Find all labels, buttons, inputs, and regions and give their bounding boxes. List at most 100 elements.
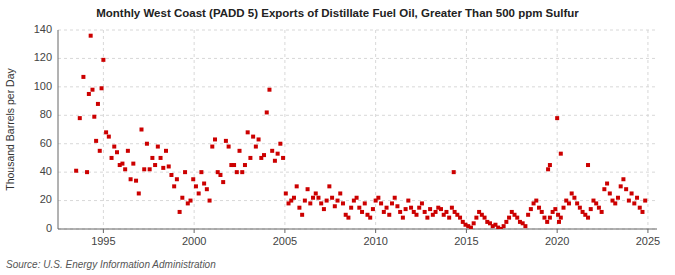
point [572, 196, 576, 200]
point [368, 216, 372, 220]
point [567, 201, 571, 205]
point [240, 170, 244, 174]
point [87, 92, 91, 96]
point [546, 167, 550, 171]
point [390, 201, 394, 205]
point [189, 199, 193, 203]
point [439, 207, 443, 211]
point [371, 207, 375, 211]
point [164, 149, 168, 153]
point [243, 163, 247, 167]
point [270, 149, 274, 153]
point [85, 170, 89, 174]
point [385, 206, 389, 210]
point [355, 196, 359, 200]
point [630, 191, 634, 195]
point [297, 206, 301, 210]
point [336, 199, 340, 203]
point [248, 156, 252, 160]
point [398, 210, 402, 214]
point [306, 187, 310, 191]
point [425, 216, 429, 220]
x-tick-label: 2025 [636, 235, 660, 247]
y-axis-label: Thousand Barrels per Day [4, 67, 16, 190]
point [376, 196, 380, 200]
point [167, 164, 171, 168]
point [540, 210, 544, 214]
point [613, 201, 617, 205]
point [616, 196, 620, 200]
point [526, 213, 530, 217]
point [134, 179, 138, 183]
point [414, 213, 418, 217]
point [534, 199, 538, 203]
point [447, 216, 451, 220]
point [559, 152, 563, 156]
point [308, 201, 312, 205]
x-tick [647, 229, 648, 233]
point [379, 201, 383, 205]
point [586, 216, 590, 220]
point [545, 220, 549, 224]
point [428, 207, 432, 211]
point [553, 207, 557, 211]
point [104, 130, 108, 134]
x-tick [284, 229, 285, 233]
point [338, 191, 342, 195]
point [600, 210, 604, 214]
point [101, 58, 105, 62]
point [404, 207, 408, 211]
point [137, 191, 141, 195]
point [621, 177, 625, 181]
point [643, 199, 647, 203]
point [159, 156, 163, 160]
point [602, 187, 606, 191]
point [153, 163, 157, 167]
point [322, 207, 326, 211]
point [218, 173, 222, 177]
point [126, 149, 130, 153]
point [110, 156, 114, 160]
point [142, 167, 146, 171]
point [548, 216, 552, 220]
point [548, 163, 552, 167]
point [205, 187, 209, 191]
point [417, 206, 421, 210]
y-grid-line [58, 115, 657, 116]
point [341, 201, 345, 205]
point [208, 199, 212, 203]
point [123, 167, 127, 171]
point [570, 191, 574, 195]
point [89, 34, 93, 38]
point [232, 163, 236, 167]
point [295, 184, 299, 188]
point [180, 196, 184, 200]
point [178, 210, 182, 214]
source: Source: U.S. Energy Information Administ… [6, 259, 216, 270]
point [238, 149, 242, 153]
point [472, 221, 476, 225]
x-grid-line [284, 30, 285, 229]
point [314, 191, 318, 195]
y-tick-label: 140 [34, 23, 52, 35]
point [148, 167, 152, 171]
point [327, 184, 331, 188]
point [78, 116, 82, 120]
x-tick-label: 2000 [182, 235, 206, 247]
point [257, 137, 261, 141]
point [281, 156, 285, 160]
grid [58, 30, 657, 229]
point [458, 216, 462, 220]
point [169, 173, 173, 177]
point [409, 206, 413, 210]
point [594, 201, 598, 205]
point [349, 206, 353, 210]
point [575, 201, 579, 205]
point [254, 145, 258, 149]
point [346, 216, 350, 220]
y-grid-line [58, 86, 657, 87]
point [316, 196, 320, 200]
x-tick-label: 2020 [545, 235, 569, 247]
point [112, 145, 116, 149]
point [246, 130, 250, 134]
